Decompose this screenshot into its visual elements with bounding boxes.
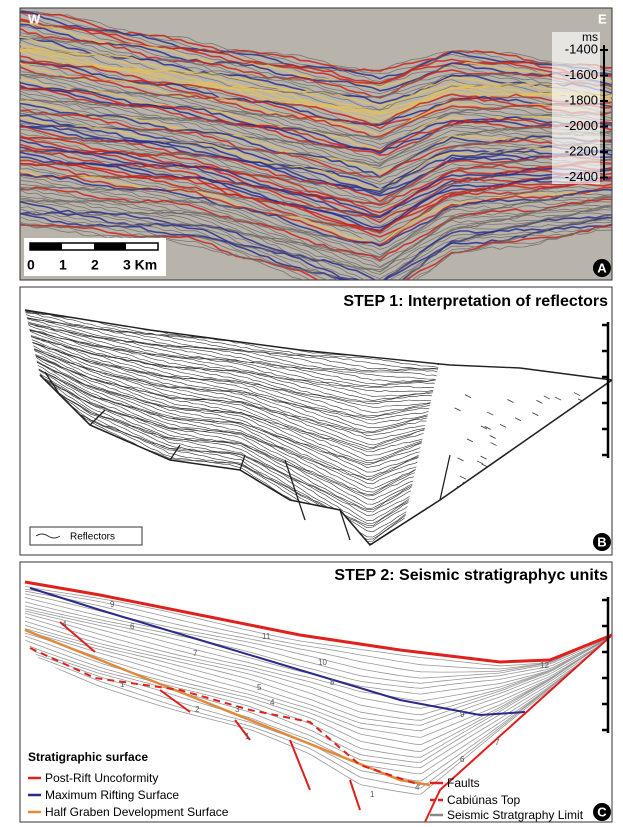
depth-label: -2400 — [565, 169, 598, 184]
unit-label: 11 — [262, 632, 271, 641]
legend-text: Post-Rift Uncoformity — [45, 771, 158, 785]
unit-label: 6 — [460, 755, 465, 764]
unit-label: 9 — [460, 710, 465, 719]
scale-label: 3 Km — [123, 257, 157, 273]
legend-text: Reflectors — [70, 532, 115, 543]
panel-label: C — [597, 804, 607, 819]
unit-label: 7 — [495, 738, 500, 747]
legend-text: Seismic Stratgraphy Limit — [447, 808, 584, 822]
c-title: STEP 2: Seismic stratigraphyc units — [334, 567, 608, 584]
west-label: W — [28, 11, 41, 26]
scale-label: 0 — [27, 257, 35, 273]
scale-bar-fill — [94, 243, 126, 250]
legend-title: Stratigraphic surface — [28, 750, 148, 764]
unit-label: 12 — [540, 661, 549, 670]
scale-bar-fill — [30, 243, 62, 250]
unit-label: 1 — [120, 680, 125, 689]
unit-label: 4 — [62, 620, 67, 629]
unit-label: 9 — [110, 600, 115, 609]
figure: WEms-1400-1600-1800-2000-2200-24000123 K… — [0, 0, 623, 827]
depth-label: -1800 — [565, 92, 598, 107]
legend-text: Half Graben Development Surface — [45, 805, 229, 819]
unit-label: 3 — [235, 705, 240, 714]
unit-label: 6 — [130, 622, 135, 631]
panel-label: A — [597, 260, 607, 275]
unit-label: 1 — [245, 732, 250, 741]
unit-label: 8 — [330, 678, 335, 687]
depth-label: -1600 — [565, 67, 598, 82]
panel-label: B — [597, 534, 606, 549]
unit-label: 4 — [270, 698, 275, 707]
b-title: STEP 1: Interpretation of reflectors — [343, 293, 608, 310]
unit-label: 2 — [195, 705, 200, 714]
depth-label: -1400 — [565, 41, 598, 56]
unit-label: 1 — [370, 790, 375, 799]
east-label: E — [598, 11, 607, 26]
legend-text: Faults — [447, 776, 480, 790]
legend-text: Cabiúnas Top — [447, 793, 520, 807]
unit-label: 10 — [318, 658, 327, 667]
scale-label: 1 — [59, 257, 67, 273]
legend-text: Maximum Rifting Surface — [45, 788, 179, 802]
scale-label: 2 — [91, 257, 99, 273]
unit-label: 5 — [257, 683, 262, 692]
depth-label: -2000 — [565, 118, 598, 133]
unit-label: 4 — [415, 783, 420, 792]
unit-label: 7 — [193, 649, 198, 658]
depth-label: -2200 — [565, 143, 598, 158]
